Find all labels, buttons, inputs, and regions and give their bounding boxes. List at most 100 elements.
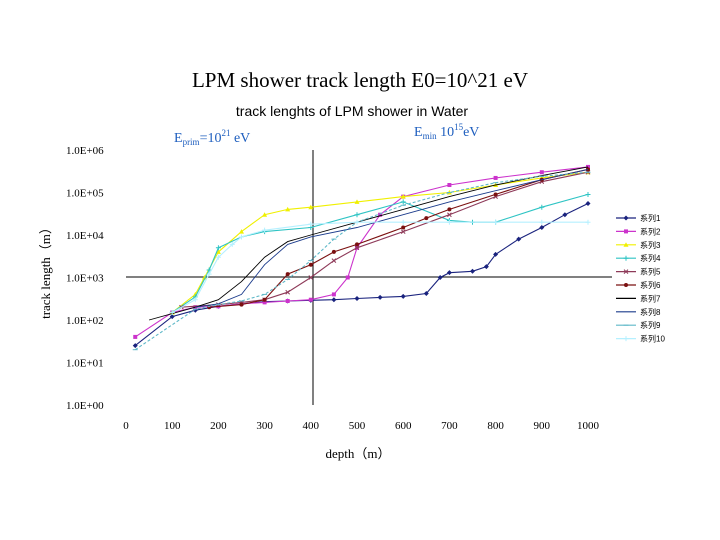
data-point — [345, 275, 350, 280]
legend-label: 系列4 — [640, 253, 661, 263]
data-point — [215, 254, 221, 260]
legend-item: 系列7 — [616, 293, 661, 303]
series-7 — [148, 166, 589, 321]
data-point — [202, 275, 208, 280]
data-point — [239, 234, 244, 240]
legend-item: 系列6 — [616, 280, 661, 290]
data-point — [262, 227, 268, 233]
series-line — [148, 166, 589, 321]
data-point — [354, 245, 360, 251]
data-point — [331, 297, 337, 303]
series-line — [209, 168, 589, 308]
legend-label: 系列9 — [640, 320, 661, 330]
data-point — [470, 268, 475, 274]
legend-item: 系列2 — [616, 226, 661, 236]
data-point — [378, 212, 383, 217]
series-2 — [133, 164, 590, 339]
data-point — [585, 219, 591, 225]
y-tick-label: 1.0E+00 — [66, 400, 104, 412]
y-tick-label: 1.0E+03 — [66, 273, 104, 285]
data-point — [424, 216, 429, 221]
data-point — [239, 229, 244, 234]
legend-label: 系列8 — [640, 307, 661, 317]
data-point — [400, 293, 406, 299]
data-point — [285, 289, 291, 295]
y-tick-label: 1.0E+05 — [66, 188, 104, 200]
legend-item: 系列1 — [616, 213, 661, 223]
data-point — [539, 219, 545, 225]
data-point — [446, 219, 452, 225]
series-3 — [169, 169, 591, 315]
legend-marker — [624, 283, 628, 287]
data-point — [423, 291, 429, 297]
legend-label: 系列6 — [640, 280, 661, 290]
data-point — [447, 212, 452, 218]
data-point — [215, 249, 221, 254]
series-line — [181, 171, 589, 308]
legend-item: 系列9 — [616, 320, 661, 330]
x-tick-label: 400 — [303, 420, 320, 432]
data-point — [132, 343, 138, 349]
data-point — [446, 270, 452, 276]
data-point — [308, 204, 314, 210]
data-point — [447, 183, 452, 188]
legend-label: 系列3 — [640, 240, 661, 250]
data-point — [354, 296, 360, 302]
legend-marker — [623, 269, 629, 274]
data-point — [331, 258, 337, 263]
data-point — [285, 298, 290, 303]
y-tick-label: 1.0E+06 — [66, 145, 104, 157]
x-tick-label: 0 — [123, 420, 129, 432]
series-9 — [132, 171, 591, 351]
data-point — [262, 300, 267, 305]
emin-annotation: Emin 1015eV — [414, 122, 479, 141]
legend-item: 系列4 — [616, 253, 661, 263]
data-point — [586, 167, 590, 172]
data-point — [493, 175, 498, 180]
x-tick-label: 100 — [164, 420, 181, 432]
legend-item: 系列3 — [616, 240, 661, 250]
series-8 — [195, 168, 589, 308]
data-point — [437, 275, 443, 280]
data-point — [562, 212, 568, 218]
data-point — [169, 314, 175, 320]
x-tick-label: 600 — [395, 420, 412, 432]
data-point — [516, 236, 522, 242]
data-point — [401, 225, 406, 230]
data-point — [493, 251, 499, 257]
data-point — [262, 297, 267, 302]
data-point — [400, 219, 406, 225]
x-tick-label: 1000 — [577, 420, 600, 432]
legend-marker — [623, 336, 629, 342]
data-point — [539, 170, 544, 175]
data-point — [585, 201, 591, 207]
data-point — [377, 294, 383, 300]
data-point — [308, 221, 314, 227]
x-tick-label: 200 — [210, 420, 227, 432]
data-point — [354, 219, 360, 225]
legend-label: 系列7 — [640, 293, 661, 303]
series-5 — [179, 169, 591, 310]
legend-marker — [624, 229, 628, 234]
data-point — [447, 207, 452, 212]
series-line — [171, 171, 589, 313]
data-point — [215, 245, 221, 251]
x-tick-label: 900 — [534, 420, 551, 432]
data-point — [585, 191, 591, 197]
legend-marker — [623, 255, 629, 261]
data-point — [331, 292, 336, 297]
series-line — [171, 193, 589, 313]
x-tick-label: 500 — [349, 420, 366, 432]
series-line — [171, 221, 588, 313]
data-point — [400, 194, 406, 199]
data-point — [539, 225, 545, 231]
data-point — [493, 219, 499, 225]
legend-label: 系列1 — [640, 213, 661, 223]
legend: 系列1 系列2 系列3 系列4 系列5 系列6 系列7 系列8 系列9 系列10 — [616, 213, 665, 344]
series-line — [134, 171, 589, 351]
data-point — [354, 199, 360, 204]
data-point — [354, 212, 360, 218]
x-tick-label: 300 — [256, 420, 273, 432]
series-line — [134, 166, 589, 338]
data-point — [483, 264, 489, 270]
